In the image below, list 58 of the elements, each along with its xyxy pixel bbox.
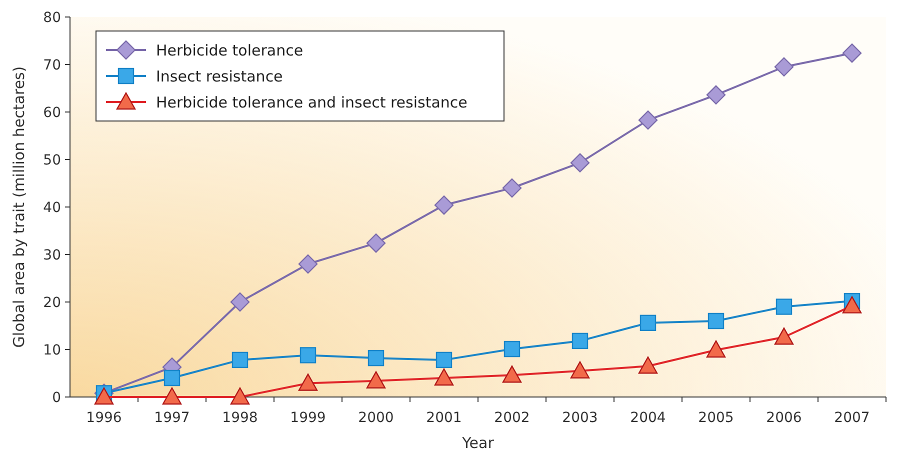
point bbox=[842, 296, 862, 314]
y-tick-label: 40 bbox=[43, 200, 61, 216]
point bbox=[434, 196, 454, 215]
x-tick-label: 2003 bbox=[562, 410, 598, 426]
point bbox=[366, 371, 386, 388]
point bbox=[502, 178, 522, 198]
point bbox=[570, 361, 590, 378]
x-tick-label: 2002 bbox=[494, 410, 530, 426]
y-tick-label: 10 bbox=[43, 342, 61, 358]
x-axis-title: Year bbox=[461, 434, 495, 452]
y-tick-label: 70 bbox=[43, 57, 61, 74]
x-tick-label: 2006 bbox=[766, 410, 802, 426]
point bbox=[504, 340, 520, 358]
point bbox=[842, 44, 862, 63]
y-tick-label: 80 bbox=[43, 10, 61, 26]
y-tick-label: 50 bbox=[43, 152, 61, 168]
point bbox=[774, 328, 794, 345]
point bbox=[300, 347, 316, 364]
point bbox=[434, 368, 454, 386]
point bbox=[638, 356, 658, 374]
point bbox=[230, 387, 250, 405]
x-tick-label: 2007 bbox=[834, 410, 870, 426]
point bbox=[570, 153, 590, 172]
point bbox=[164, 370, 180, 386]
point bbox=[368, 350, 384, 366]
point bbox=[298, 254, 318, 274]
y-tick-label: 0 bbox=[52, 390, 61, 406]
x-tick-label: 2005 bbox=[698, 410, 734, 426]
y-tick-label: 20 bbox=[43, 294, 61, 311]
y-tick-label: 30 bbox=[43, 247, 61, 264]
point bbox=[776, 298, 792, 315]
x-tick-label: 1996 bbox=[86, 410, 122, 426]
legend-label: Herbicide tolerance bbox=[156, 41, 304, 60]
x-tick-label: 2001 bbox=[426, 410, 462, 426]
y-tick-label: 60 bbox=[43, 104, 61, 121]
point bbox=[774, 57, 794, 76]
point bbox=[640, 314, 656, 331]
point bbox=[708, 312, 724, 330]
point bbox=[572, 332, 588, 350]
x-tick-label: 2004 bbox=[630, 410, 666, 426]
x-tick-label: 1999 bbox=[290, 410, 326, 426]
legend-label: Insect resistance bbox=[156, 67, 283, 86]
x-tick-label: 1997 bbox=[154, 410, 190, 426]
point bbox=[230, 292, 250, 312]
point bbox=[162, 387, 182, 405]
x-tick-label: 2000 bbox=[358, 410, 394, 426]
point bbox=[706, 85, 726, 104]
x-tick-label: 1998 bbox=[222, 410, 258, 426]
y-axis-title: Global area by trait (million hectares) bbox=[10, 66, 28, 348]
point bbox=[366, 234, 386, 253]
point bbox=[638, 110, 658, 130]
legend-label: Herbicide tolerance and insect resistance bbox=[156, 93, 468, 112]
point bbox=[298, 374, 318, 391]
point bbox=[502, 366, 522, 383]
point bbox=[436, 352, 452, 368]
point bbox=[706, 340, 726, 358]
point bbox=[232, 352, 248, 368]
point bbox=[94, 387, 114, 405]
